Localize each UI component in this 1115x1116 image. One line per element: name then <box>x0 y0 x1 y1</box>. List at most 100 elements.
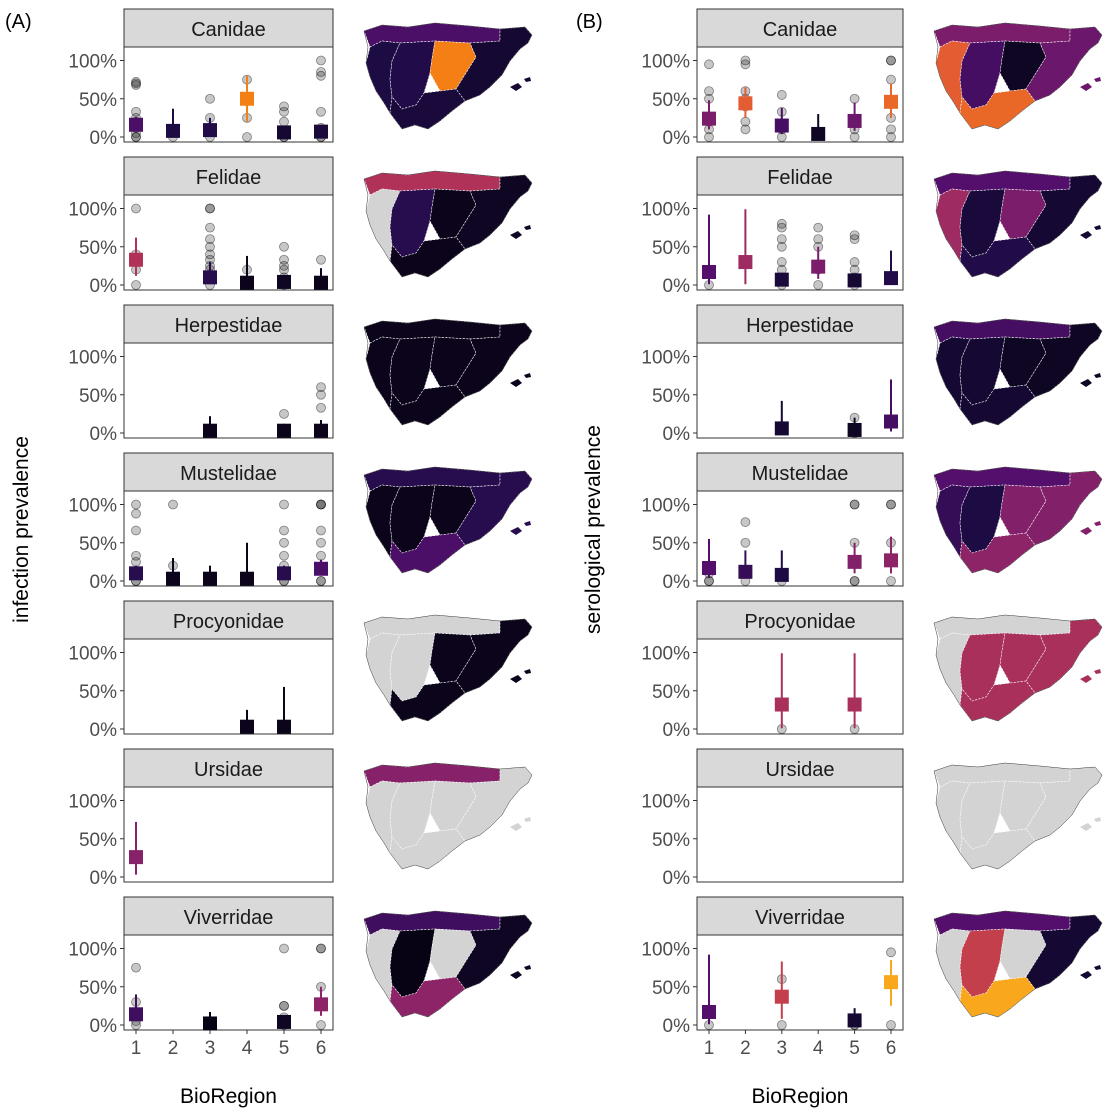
bioregion-6 <box>959 828 1036 870</box>
estimate-square <box>702 560 716 575</box>
plot-panel <box>696 934 904 1031</box>
y-tick-label: 50% <box>79 238 117 259</box>
facet-felidae: Felidae 0% 50% 100% <box>68 156 533 297</box>
iberia-map <box>933 170 1103 278</box>
facet-title: Ursidae <box>194 759 263 781</box>
facet-title: Felidae <box>196 167 262 189</box>
raw-point <box>849 257 860 267</box>
island <box>510 971 522 979</box>
y-tick-label: 100% <box>641 348 690 369</box>
estimate-square <box>314 997 328 1012</box>
iberia-map <box>933 466 1103 574</box>
raw-point <box>776 241 787 252</box>
estimate-square <box>738 255 753 270</box>
facet-title: Canidae <box>763 19 838 41</box>
y-tick-label: 50% <box>652 830 690 851</box>
x-axis-label: BioRegion <box>180 1085 277 1108</box>
raw-point <box>740 537 751 548</box>
facet-strip <box>696 600 904 640</box>
facet-strip <box>123 452 334 492</box>
plot-panel <box>123 786 334 883</box>
raw-point <box>131 280 141 290</box>
raw-point <box>316 402 326 413</box>
raw-point <box>131 106 141 117</box>
y-tick-label: 100% <box>641 200 690 221</box>
raw-point <box>279 537 289 548</box>
island <box>524 77 531 82</box>
raw-point <box>279 260 289 271</box>
iberia-map <box>933 910 1103 1018</box>
y-tick-label: 100% <box>68 52 117 73</box>
estimate-square <box>277 719 291 734</box>
raw-point <box>776 257 787 267</box>
raw-point <box>316 1020 326 1030</box>
island <box>524 965 531 970</box>
iberia-map <box>363 762 533 870</box>
facet-title: Viverridae <box>184 907 274 929</box>
raw-point <box>316 254 326 265</box>
raw-point <box>279 1000 289 1011</box>
estimate-square <box>884 271 898 286</box>
raw-point <box>886 947 896 958</box>
island <box>1080 379 1092 387</box>
island <box>524 373 531 378</box>
raw-point <box>776 1020 787 1030</box>
raw-point <box>849 230 860 241</box>
island <box>1094 817 1101 822</box>
raw-point <box>316 499 326 510</box>
iberia-map <box>363 170 533 278</box>
estimate-square <box>774 118 789 133</box>
facet-strip <box>696 304 904 344</box>
y-tick-label: 100% <box>68 792 117 813</box>
island <box>524 521 531 526</box>
bioregion-6 <box>389 384 466 426</box>
y-tick-label: 0% <box>663 868 691 889</box>
y-axis-label: serological prevalence <box>582 425 605 634</box>
raw-point <box>849 234 860 245</box>
facet-title: Viverridae <box>755 907 845 929</box>
facet-procyonidae: Procyonidae 0% 50% 100% <box>641 600 1103 741</box>
estimate-square <box>774 421 789 436</box>
facet-herpestidae: Herpestidae 0% 50% 100% <box>68 304 533 445</box>
x-tick-label: 3 <box>777 1038 788 1059</box>
estimate-square <box>203 123 217 138</box>
x-tick-label: 6 <box>886 1038 897 1059</box>
facet-canidae: Canidae 0% 50% 100% <box>641 8 1103 149</box>
raw-point <box>316 576 326 586</box>
estimate-square <box>129 1007 143 1022</box>
island <box>1080 527 1092 535</box>
plot-panel <box>696 46 904 143</box>
facet-strip <box>696 156 904 196</box>
map-outline <box>363 762 533 870</box>
raw-point <box>704 86 714 96</box>
map-outline <box>933 762 1103 870</box>
y-tick-label: 50% <box>652 238 690 259</box>
raw-point <box>168 499 178 510</box>
raw-point <box>316 525 326 536</box>
raw-point <box>316 382 326 393</box>
raw-point <box>813 280 824 290</box>
bioregion-6 <box>389 88 466 130</box>
estimate-square <box>738 96 753 111</box>
y-tick-label: 0% <box>90 424 118 445</box>
estimate-square <box>314 124 328 139</box>
island <box>1080 675 1092 683</box>
map-outline <box>363 910 533 1018</box>
raw-point <box>316 576 326 586</box>
raw-point <box>279 550 289 561</box>
y-tick-label: 0% <box>90 128 118 149</box>
estimate-square <box>811 126 826 141</box>
y-tick-label: 100% <box>641 496 690 517</box>
raw-point <box>740 116 751 127</box>
map-outline <box>933 318 1103 426</box>
estimate-square <box>884 414 898 429</box>
y-tick-label: 50% <box>79 90 117 111</box>
facet-mustelidae: Mustelidae 0% 50% 100% <box>641 452 1103 593</box>
raw-point <box>316 106 326 117</box>
raw-point <box>131 550 141 561</box>
facet-strip <box>123 304 334 344</box>
raw-point <box>131 962 141 973</box>
estimate-square <box>314 561 328 576</box>
bioregion-6 <box>959 680 1036 722</box>
estimate-square <box>240 91 254 106</box>
